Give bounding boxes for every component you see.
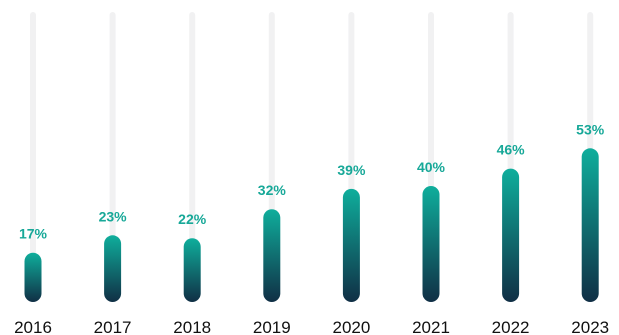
tick-label-2018: 2018: [173, 318, 211, 335]
tick-label-2019: 2019: [253, 318, 291, 335]
bar-2018: [183, 238, 201, 302]
bar-2021: [422, 186, 440, 302]
value-label-2020: 39%: [337, 162, 366, 178]
value-label-2022: 46%: [497, 142, 526, 158]
bar-track: [109, 12, 116, 302]
bar-2022: [502, 168, 520, 302]
tick-label-2017: 2017: [94, 318, 132, 335]
bar-2016: [24, 252, 42, 302]
tick-label-2022: 2022: [492, 318, 530, 335]
value-label-2023: 53%: [576, 121, 605, 137]
value-label-2019: 32%: [258, 182, 287, 198]
value-label-2018: 22%: [178, 211, 207, 227]
tick-label-2021: 2021: [412, 318, 450, 335]
bar-2023: [581, 148, 599, 302]
tick-label-2016: 2016: [14, 318, 52, 335]
bar-2019: [263, 209, 281, 302]
bar-2017: [104, 235, 122, 302]
bar-2020: [342, 188, 360, 302]
bar-track: [30, 12, 36, 302]
value-label-group: 17% 23% 22% 32% 39% 40% 46% 53%: [19, 121, 605, 241]
tick-label-2023: 2023: [571, 318, 609, 335]
bar-group: [24, 148, 599, 302]
tick-label-2020: 2020: [332, 318, 370, 335]
year-label-group: 2016 2017 2018 2019 2020 2021 2022 2023: [14, 318, 609, 335]
bar-track: [189, 12, 196, 302]
value-label-2021: 40%: [417, 159, 446, 175]
value-label-2017: 23%: [99, 208, 128, 224]
value-label-2016: 17%: [19, 226, 48, 242]
